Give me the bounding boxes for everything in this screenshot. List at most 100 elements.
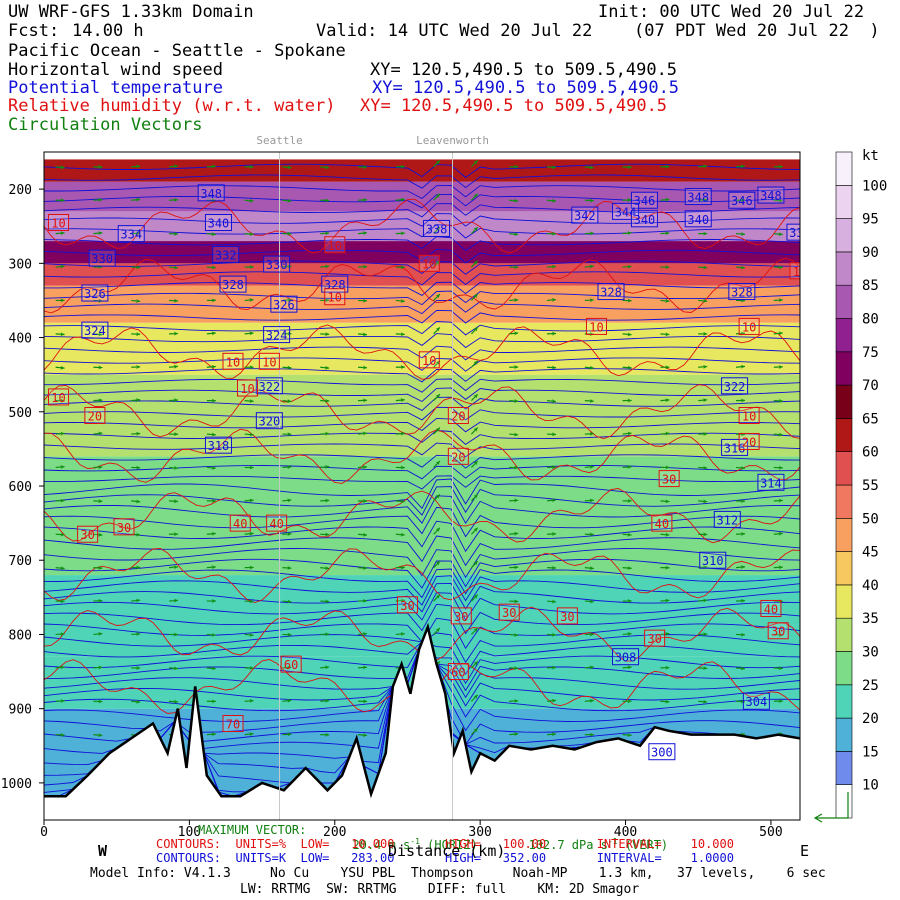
rh-label-box: [258, 352, 280, 370]
theta-label: 304: [746, 695, 768, 709]
rh-label: 10: [51, 391, 65, 405]
rh-label: 30: [454, 610, 468, 624]
colorbar-swatch: [835, 351, 853, 386]
vector-arrowhead: [287, 565, 292, 570]
theta-label: 322: [259, 380, 281, 394]
vector-arrowhead: [362, 165, 368, 170]
vector-arrowhead: [627, 733, 632, 738]
vector-arrowhead: [249, 666, 254, 670]
vector-arrowhead: [740, 232, 746, 237]
vector-arrowhead: [173, 164, 178, 169]
vector-arrowhead: [400, 265, 405, 270]
rh-label: 10: [742, 409, 756, 423]
rh-label: 60: [451, 666, 465, 680]
colorbar-label: 55: [862, 478, 879, 494]
theta-label: 338: [789, 226, 811, 240]
theta-contour: [44, 495, 800, 524]
colorbar-swatch: [835, 751, 853, 786]
vector-arrowhead: [362, 365, 368, 370]
rh-label-box: [222, 715, 244, 733]
vector-arrowhead: [325, 332, 330, 337]
vector-arrowhead: [703, 398, 708, 403]
vector-arrowhead: [400, 298, 405, 303]
vector-arrowhead: [665, 332, 670, 337]
theta-label: 334: [120, 228, 142, 242]
vector-arrowhead: [362, 465, 368, 470]
vector-arrowhead: [325, 464, 330, 469]
rh-label: 20: [451, 409, 465, 423]
theta-label-box: [612, 202, 640, 220]
vector-arrowhead: [551, 599, 556, 604]
vector-arrowhead: [778, 232, 783, 237]
vector-arrowhead: [514, 465, 519, 470]
vector-arrowhead: [287, 198, 292, 203]
theta-label-box: [630, 191, 658, 209]
theta-label-box: [728, 191, 756, 209]
vector-arrowhead: [136, 565, 141, 570]
rh-label: 10: [51, 217, 65, 231]
rh-label-box: [447, 663, 469, 681]
vector-arrowhead: [60, 464, 65, 469]
vector-arrowhead: [400, 164, 405, 169]
vector-arrowhead: [627, 365, 632, 370]
vector-arrowhead: [627, 699, 632, 704]
rh-label-box: [48, 388, 70, 406]
rh-label: 10: [793, 265, 807, 279]
vector-arrowhead: [665, 431, 670, 436]
model-info: Model Info: V4.1.3 No Cu YSU PBL Thompso…: [90, 866, 826, 881]
rh-label-box: [266, 514, 288, 532]
theta-contour: [44, 345, 800, 361]
colorbar-unit: kt: [862, 148, 879, 164]
vector-arrowhead: [551, 732, 557, 737]
vector-arrowhead: [98, 365, 103, 370]
vector-arrowhead: [435, 193, 440, 199]
colorbar-swatch: [835, 617, 853, 652]
y-tick-label: 800: [9, 628, 32, 643]
theta-contour: [44, 592, 800, 621]
vector-arrowhead: [98, 332, 103, 337]
rh-label: 10: [742, 320, 756, 334]
vector-arrowhead: [551, 632, 557, 637]
vector-arrowhead: [287, 632, 292, 637]
theta-contour: [44, 378, 800, 393]
vector-arrowhead: [514, 398, 519, 403]
vector-arrowhead: [60, 365, 65, 370]
y-tick-label: 1000: [1, 777, 32, 792]
theta-label: 326: [273, 298, 295, 312]
vector-arrowhead: [627, 198, 632, 203]
theta-label-box: [219, 275, 247, 293]
vector-arrowhead: [211, 498, 216, 503]
rh-label-box: [738, 432, 760, 450]
theta-label: 332: [215, 248, 237, 262]
colorbar-swatch: [835, 318, 853, 353]
vector-arrowhead: [473, 661, 478, 666]
vector-arrowhead: [627, 298, 632, 303]
rh-label: 40: [233, 517, 247, 531]
vector-arrowhead: [211, 265, 216, 270]
vector-arrowhead: [741, 198, 746, 203]
theta-label-box: [742, 692, 770, 710]
vector-arrowhead: [435, 427, 440, 432]
vector-arrowhead: [551, 432, 557, 437]
vector-arrowhead: [211, 565, 216, 570]
vector-arrowhead: [740, 398, 746, 403]
max-vector-label: MAXIMUM VECTOR:: [198, 823, 307, 837]
vector-arrowhead: [589, 264, 594, 269]
theta-label-box: [757, 473, 785, 491]
vector-arrowhead: [60, 298, 65, 303]
vector-arrowhead: [514, 666, 519, 671]
theta-label-box: [684, 188, 712, 206]
vector-arrowhead: [325, 532, 330, 537]
vector-arrowhead: [400, 197, 405, 202]
vector-arrowhead: [589, 198, 594, 203]
vector-arrowhead: [249, 565, 254, 570]
rh-label-box: [556, 607, 578, 625]
vector-arrowhead: [514, 331, 519, 336]
vector-arrowhead: [665, 665, 670, 670]
rh-label-box: [738, 317, 760, 335]
y-tick-label: 400: [9, 332, 32, 347]
vector-arrowhead: [173, 231, 179, 236]
vector-arrowhead: [589, 665, 594, 670]
vector-arrowhead: [778, 498, 783, 503]
y-tick-label: 900: [9, 703, 32, 718]
